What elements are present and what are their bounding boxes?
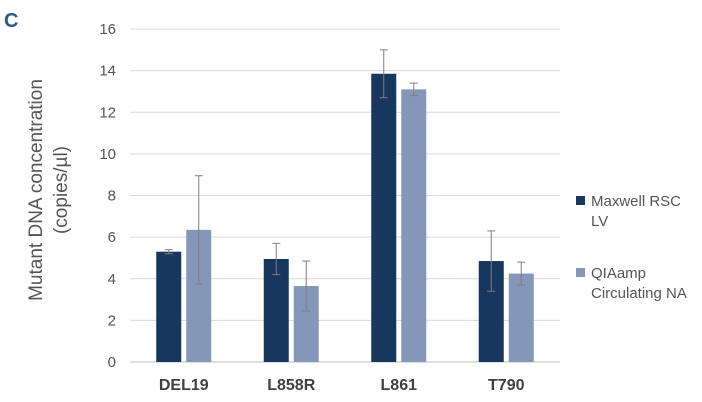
legend-swatch-qiaamp: [576, 268, 585, 277]
y-tick-label: 14: [99, 63, 116, 80]
x-tick-label-t790: T790: [488, 377, 525, 394]
error-bars: [164, 49, 526, 312]
legend-swatch-maxwell: [576, 196, 585, 205]
y-tick-labels: 0 2 4 6 8 10 12 14 16: [99, 21, 116, 371]
y-tick-label: 8: [108, 188, 116, 205]
x-tick-label-l858r: L858R: [267, 377, 315, 394]
error-bar-l858r-series-2: [302, 260, 311, 312]
bar-t790-series-2: [508, 273, 534, 362]
y-tick-label: 16: [99, 21, 116, 38]
bar-del19-series-1: [156, 251, 182, 362]
error-bar-t790-series-1: [487, 230, 496, 292]
legend-label-maxwell-line-1: Maxwell RSC: [591, 193, 681, 210]
error-bar-del19-series-2: [194, 175, 203, 285]
error-bar-l861-series-2: [409, 82, 418, 97]
y-tick-label: 0: [108, 354, 116, 371]
x-tick-label-l861: L861: [381, 377, 418, 394]
bar-l861-series-1: [371, 73, 397, 362]
error-bar-t790-series-2: [517, 261, 526, 286]
y-axis-label-line-2: (copies/µl): [51, 146, 72, 234]
error-bar-del19-series-1: [164, 249, 173, 255]
panel-label: C: [4, 10, 18, 32]
legend-label-qiaamp-line-2: Circulating NA: [591, 285, 687, 302]
y-axis-label-line-1: Mutant DNA concentration: [26, 79, 47, 301]
y-tick-label: 4: [108, 271, 116, 288]
legend-label-maxwell-line-2: LV: [591, 213, 608, 230]
legend-label-qiaamp-line-1: QIAamp: [591, 265, 646, 282]
error-bar-l858r-series-1: [272, 242, 281, 276]
y-tick-label: 6: [108, 229, 116, 246]
x-tick-labels: DEL19 L858R L861 T790: [159, 377, 525, 394]
y-tick-label: 10: [99, 146, 116, 163]
y-tick-label: 12: [99, 104, 116, 121]
bar-l861-series-2: [401, 89, 427, 362]
x-tick-label-del19: DEL19: [159, 377, 209, 394]
legend: Maxwell RSC LV QIAamp Circulating NA: [576, 193, 687, 302]
bar-l858r-series-1: [263, 258, 289, 362]
bars: [156, 73, 534, 362]
error-bar-l861-series-1: [379, 49, 388, 99]
y-tick-label: 2: [108, 312, 116, 329]
